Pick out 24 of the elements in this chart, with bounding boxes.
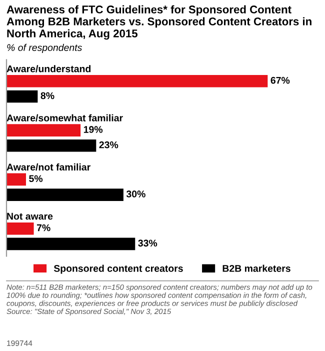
y-tick-label: Not aware <box>7 212 53 220</box>
data-label: 5% <box>29 175 43 182</box>
legend-label: B2B marketers <box>222 264 290 272</box>
data-label: 30% <box>126 190 146 198</box>
bar <box>6 238 136 250</box>
bar <box>6 188 124 201</box>
chart-title: Awareness of FTC Guidelines* for Sponsored Content Among B2B Marketers vs. Sponsored Content Creators in North America, Aug 2015 <box>6 5 312 40</box>
bar <box>6 140 96 152</box>
bar <box>6 90 38 103</box>
bar <box>6 124 81 136</box>
bar <box>6 75 268 88</box>
chart-subtitle: % of respondents <box>7 44 82 53</box>
bar <box>6 222 34 235</box>
data-label: 8% <box>40 92 54 100</box>
y-tick-label: Aware/understand <box>6 65 91 72</box>
data-label: 7% <box>36 224 50 232</box>
bar <box>6 173 26 186</box>
legend-label: Sponsored content creators <box>54 264 183 274</box>
y-tick-label: Aware/not familiar <box>6 163 90 171</box>
data-label: 19% <box>84 126 103 133</box>
data-label: 67% <box>270 76 290 84</box>
data-label: 23% <box>99 141 118 148</box>
y-tick-label: Aware/somewhat familiar <box>6 114 123 122</box>
data-label: 33% <box>138 240 158 247</box>
